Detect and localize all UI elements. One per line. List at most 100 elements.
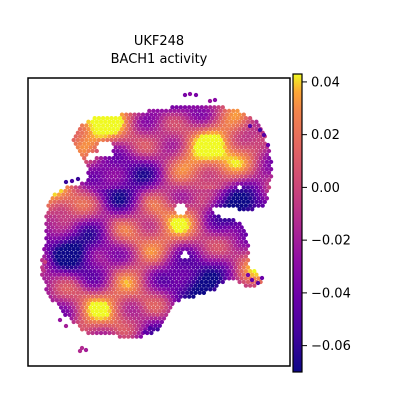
spot [163,188,169,194]
spot [203,105,209,110]
spot [166,207,171,212]
spot [77,236,83,241]
spot [109,217,114,223]
spot [226,261,232,266]
spot [247,123,253,129]
spot [126,254,131,259]
spot [134,130,139,135]
spot [245,177,251,183]
spot [90,265,95,270]
spot [250,148,255,154]
spot [226,181,232,186]
spot [69,199,74,205]
spot [159,152,165,157]
spot [243,174,249,179]
spot [182,287,188,292]
spot [222,145,228,150]
spot [75,290,81,296]
spot [84,130,89,135]
spot [132,163,137,168]
spot [201,268,207,274]
spot [71,298,76,303]
spot [149,272,154,277]
spot [124,323,129,328]
spot [142,167,148,172]
spot [61,236,66,241]
spot [256,196,261,201]
spot [189,261,194,266]
spot [109,174,114,179]
spot [121,217,127,223]
spot [260,159,265,165]
spot [130,268,135,274]
spot [77,207,83,212]
spot [142,261,148,266]
spot [142,217,148,223]
spot [189,123,194,128]
spot [96,261,102,266]
spot [254,134,259,139]
spot [235,181,240,186]
spot [140,250,146,256]
spot [224,177,230,183]
spot [113,188,118,194]
spot [71,188,76,194]
spot [136,214,141,219]
spot [184,116,190,121]
spot [233,221,238,226]
spot [170,148,175,154]
spot [214,268,219,274]
spot [134,239,139,245]
spot [193,290,198,296]
spot [67,232,72,237]
spot [111,119,116,124]
spot [107,272,112,277]
spot [126,203,131,208]
spot [258,156,263,161]
spot [172,159,177,165]
spot [136,243,141,248]
spot [184,181,190,186]
spot [174,287,179,292]
spot [191,199,196,205]
spot [54,239,60,245]
spot [75,203,81,208]
spot [145,148,150,154]
spot [216,279,221,285]
spot [140,287,146,292]
spot [136,287,141,292]
spot [121,116,127,121]
spot [174,170,179,175]
spot [119,112,125,117]
spot [96,174,102,179]
spot [61,287,66,292]
spot [90,330,95,336]
spot [197,188,202,194]
spot [195,258,200,263]
spot [180,232,186,237]
spot [170,156,175,161]
spot [155,203,160,208]
spot [191,119,196,124]
spot [134,327,139,332]
spot [264,181,270,186]
spot [155,283,160,288]
spot [247,152,253,157]
spot [178,272,183,277]
spot [67,276,72,281]
spot [73,258,78,263]
spot [73,294,78,299]
spot [182,221,188,226]
spot [117,261,123,266]
spot [124,236,129,241]
spot [75,268,81,274]
spot [94,294,99,299]
spot [153,287,158,292]
spot [130,254,135,259]
spot [155,210,160,215]
spot [119,258,125,263]
spot [77,272,83,277]
spot [239,145,244,150]
spot [182,163,188,168]
spot [128,192,133,197]
